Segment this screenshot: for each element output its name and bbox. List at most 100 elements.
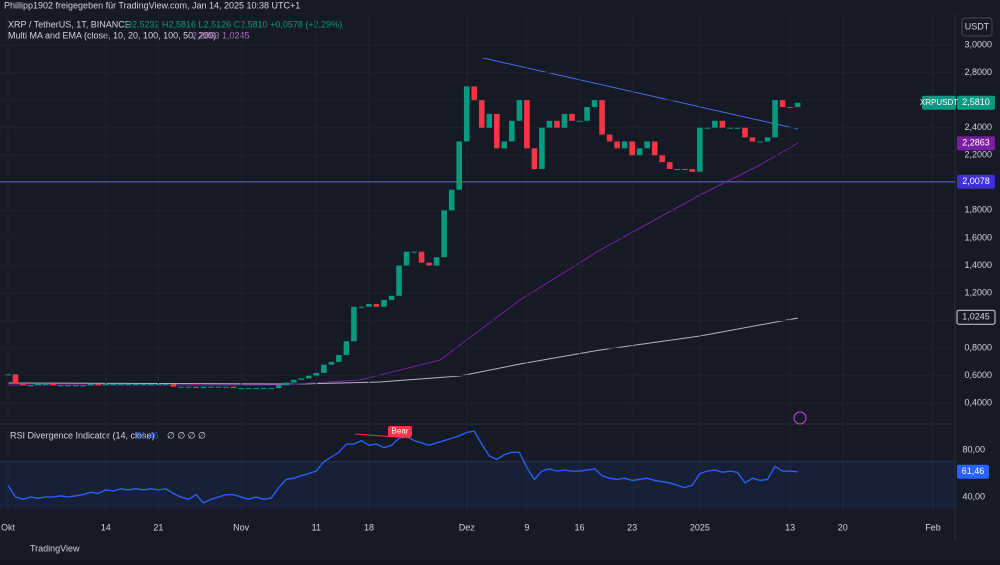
ohlc: O2,5232 H2,5816 L2,5126 C2,5810 +0,0578 … [125,19,342,29]
rsi-flags: ∅ ∅ ∅ ∅ [167,430,206,440]
ma-line [7,317,799,385]
candle [501,141,508,149]
candle [697,127,703,172]
x-tick-label: 9 [524,522,529,532]
candle [554,120,560,128]
x-tick-label: 2025 [690,522,710,532]
divergence-label: Bear [392,427,409,436]
candle [253,388,259,390]
currency-button[interactable] [961,17,993,37]
candle [757,141,763,143]
candle [576,120,583,122]
candle [336,355,342,362]
candle [351,306,357,342]
price-label: 2,2863 [962,138,990,148]
brand: TradingView [30,543,80,553]
candle [283,382,290,386]
rsi-tick-label: 80,00 [962,444,985,454]
rsi-readout: 61,46 [136,430,159,440]
x-tick-label: Nov [233,522,250,532]
rsi-tick-label: 40,00 [962,491,985,501]
candle [606,134,613,142]
candle [787,107,793,109]
y-tick-label: 1,6000 [964,232,992,242]
candle [12,374,19,384]
candle [95,383,102,386]
candle [42,383,49,385]
candle [148,383,154,385]
candle [133,383,139,385]
candle [290,379,297,383]
x-tick-label: 18 [364,522,374,532]
y-tick-label: 1,2000 [964,287,992,297]
candle [321,364,327,373]
candle [373,304,380,307]
price-label-box [957,95,995,110]
candle [163,383,169,385]
shared-by: Phillipp1902 freigegeben für TradingView… [4,0,300,10]
candle [591,100,598,108]
candle [418,251,425,263]
candle [794,102,801,108]
candle [298,378,305,380]
candle [704,127,711,129]
symbol-label: XRPUSDT [920,98,958,107]
y-tick-label: 0,4000 [964,398,992,408]
candle [20,383,26,386]
candle [471,86,478,101]
candle [516,100,523,121]
y-tick-label: 1,8000 [964,205,992,215]
price-label-box [956,309,996,325]
candle [764,137,771,142]
candle [719,120,726,128]
price-label: 2,5810 [962,97,990,107]
candle [110,383,117,385]
price-label-box [957,174,995,189]
candle [306,375,312,379]
candle [689,169,696,172]
candle [208,386,214,388]
candle [674,169,681,171]
candle [155,383,162,385]
candle [200,386,207,389]
candle [193,386,199,389]
candle [727,127,733,129]
candle [584,107,590,121]
candle [268,388,274,390]
alert-icon[interactable] [793,411,807,425]
symbol: XRP / TetherUS, 1T, BINANCE [8,19,131,29]
candle [313,372,320,376]
candle [245,388,252,390]
candle [328,361,335,365]
candle [27,385,34,387]
rsi-band [0,461,955,509]
y-tick-label: 1,4000 [964,260,992,270]
ma-title: Multi MA and EMA (close, 10, 20, 100, 10… [8,30,216,40]
candle [178,386,184,388]
x-tick-label: 20 [838,522,848,532]
candle [614,141,620,149]
candle [621,141,628,149]
symbol-box [922,95,956,110]
x-tick-label: 23 [627,522,637,532]
candle [5,374,11,376]
candle [682,169,688,171]
currency[interactable]: USDT [965,21,990,31]
x-tick-label: 21 [153,522,163,532]
candle [486,113,493,128]
candle [185,386,192,388]
candle [140,383,147,385]
candle [629,141,635,156]
candle [426,262,432,266]
candle [749,137,756,142]
candle [230,386,237,389]
candle [72,385,79,387]
candle [57,385,64,387]
candle [569,113,575,121]
ema-line [8,142,799,386]
ma-values: 2,2863 1,0245 [192,30,250,40]
candle [636,148,643,156]
candle [125,383,132,385]
